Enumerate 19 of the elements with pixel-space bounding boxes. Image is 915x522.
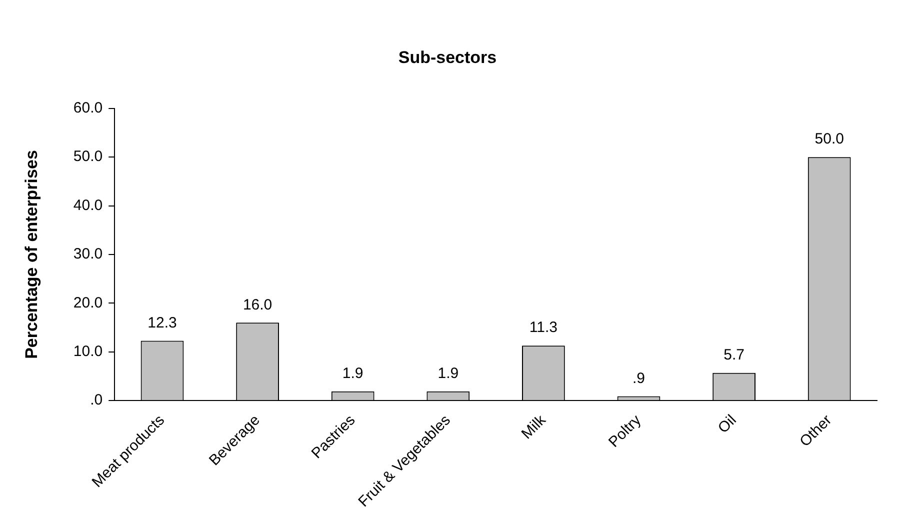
x-tick-label: Milk [518,411,550,443]
chart-title: Sub-sectors [398,48,497,67]
y-tick-label: .0 [90,392,103,409]
data-label: 50.0 [814,130,844,148]
y-tick-label: 30.0 [73,246,103,263]
data-label: 1.9 [342,364,364,382]
y-tick-label: 10.0 [73,343,103,360]
y-tick-label: 60.0 [73,100,103,117]
data-label: .9 [632,370,646,387]
y-tick-label: 40.0 [73,196,103,214]
data-label: 12.3 [148,314,177,332]
data-label: 5.7 [724,346,744,364]
data-label: 11.3 [529,319,558,336]
y-axis-title: Percentage of enterprises [22,150,41,359]
y-tick-label: 50.0 [73,148,103,166]
data-label: 16.0 [242,296,272,314]
x-tick-label: Oil [714,412,740,437]
data-label: 1.9 [438,364,459,382]
y-tick-label: 20.0 [73,294,103,312]
